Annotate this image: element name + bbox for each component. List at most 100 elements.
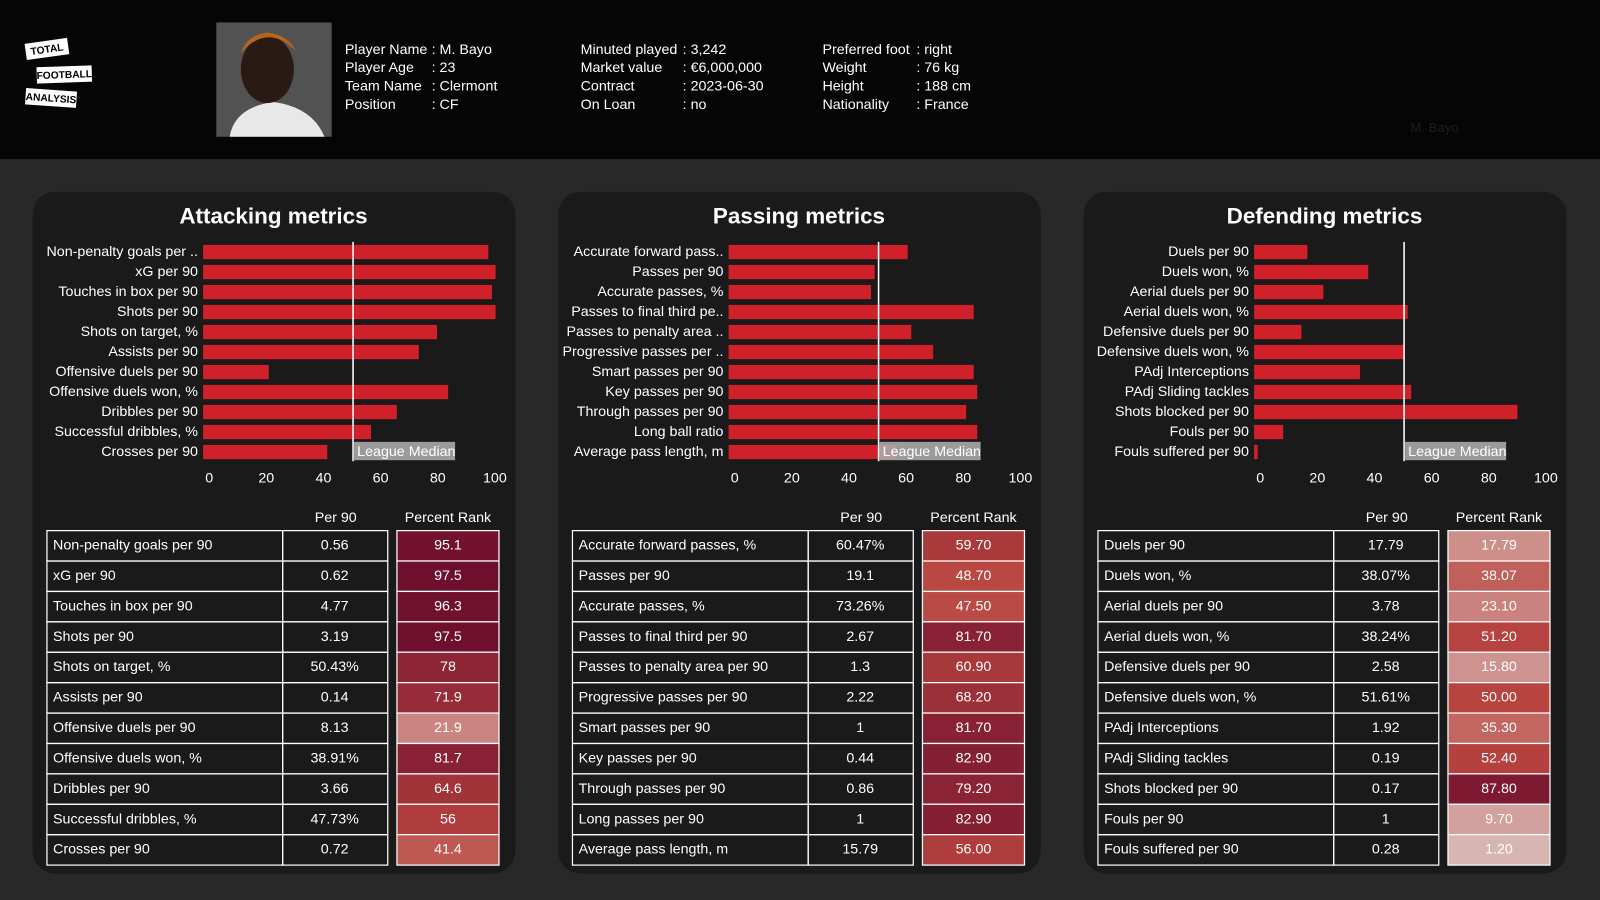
rank-cell (396, 530, 500, 562)
x-tick-label: 100 (483, 470, 507, 486)
median-label: League Median (883, 444, 981, 460)
per90-value: 50.43% (310, 659, 359, 675)
rank-value: 64.6 (434, 781, 462, 797)
category-label: Touches in box per 90 (58, 284, 198, 300)
row-label: Aerial duels per 90 (1104, 598, 1223, 614)
row-label: Passes to penalty area per 90 (579, 659, 769, 675)
rank-cell (1447, 560, 1551, 593)
info-value: : 188 cm (916, 79, 971, 95)
bar (728, 364, 974, 380)
panel-title: Defending metrics (1227, 203, 1423, 228)
bar (728, 264, 875, 280)
rank-value: 56 (440, 811, 456, 827)
info-label: On Loan (581, 97, 636, 113)
category-label: Dribbles per 90 (101, 404, 198, 420)
category-label: Passes to penalty area .. (566, 324, 723, 340)
category-label: Duels won, % (1162, 264, 1250, 280)
info-value: : 23 (432, 60, 456, 76)
per90-value: 0.17 (1372, 781, 1400, 797)
category-label: Accurate forward pass.. (574, 244, 724, 260)
per90-value: 0.62 (321, 568, 349, 584)
rank-cell (1447, 773, 1551, 805)
x-tick-label: 0 (731, 470, 739, 486)
rank-value: 35.30 (1481, 720, 1517, 736)
rank-cell (1447, 651, 1551, 684)
logo-text: ANALYSIS (25, 92, 76, 107)
bar (1254, 364, 1360, 380)
rank-value: 96.3 (434, 598, 462, 614)
row-label: Defensive duels per 90 (1104, 659, 1250, 675)
rank-cell (1447, 590, 1551, 623)
x-tick-label: 60 (1424, 470, 1440, 486)
per90-value: 60.47% (836, 538, 885, 554)
logo-word: FOOTBALL (36, 65, 93, 84)
rank-value: 50.00 (1481, 690, 1517, 706)
rank-value: 81.7 (434, 750, 462, 766)
category-label: Key passes per 90 (605, 384, 723, 400)
watermark: M. Bayo (1410, 120, 1459, 135)
rank-cell (1447, 712, 1551, 745)
rank-value: 81.70 (956, 629, 992, 645)
median-label: League Median (1408, 444, 1506, 460)
category-label: xG per 90 (135, 264, 198, 280)
category-label: Aerial duels per 90 (1130, 284, 1249, 300)
per90-value: 1 (856, 811, 864, 827)
category-label: Shots per 90 (117, 304, 198, 320)
bar (728, 344, 934, 360)
cell (1333, 834, 1440, 866)
bar (728, 444, 897, 460)
info-value: : right (916, 42, 952, 58)
category-label: Successful dribbles, % (54, 424, 198, 440)
category-label: Offensive duels won, % (49, 384, 198, 400)
row-label: Duels per 90 (1104, 538, 1185, 554)
bar (1254, 344, 1405, 360)
row-label: Shots on target, % (53, 659, 171, 675)
x-tick-label: 20 (1309, 470, 1325, 486)
rank-value: 15.80 (1481, 659, 1517, 675)
logo-word: TOTAL (24, 37, 70, 61)
rank-cell (1447, 742, 1551, 775)
row-label: Progressive passes per 90 (579, 690, 748, 706)
rank-cell (921, 742, 1026, 775)
per90-value: 4.77 (321, 598, 349, 614)
row-label: Defensive duels won, % (1104, 690, 1257, 706)
row-label: Passes per 90 (579, 568, 670, 584)
info-label: Height (822, 79, 863, 95)
category-label: Fouls suffered per 90 (1114, 444, 1249, 460)
logo-box (25, 88, 78, 108)
per90-value: 2.67 (846, 629, 874, 645)
bar (728, 384, 978, 400)
info-label: Weight (822, 60, 866, 76)
category-label: Passes to final third pe.. (571, 304, 723, 320)
row-label: xG per 90 (53, 568, 116, 584)
median-label-bg (879, 441, 981, 461)
x-tick-label: 0 (205, 470, 213, 486)
row-label: Aerial duels won, % (1104, 629, 1230, 645)
per90-value: 2.22 (846, 690, 874, 706)
row-label: Shots blocked per 90 (1104, 781, 1238, 797)
rank-value: 52.40 (1481, 750, 1517, 766)
category-label: Accurate passes, % (597, 284, 723, 300)
info-label: Position (345, 97, 396, 113)
per90-value: 0.56 (321, 538, 349, 554)
category-label: Defensive duels won, % (1097, 344, 1250, 360)
row-label: Accurate passes, % (579, 598, 705, 614)
category-label: Assists per 90 (108, 344, 198, 360)
logo-box (36, 65, 93, 84)
bar (1254, 384, 1412, 400)
per90-value: 1 (1382, 811, 1390, 827)
x-tick-label: 100 (1009, 470, 1033, 486)
category-label: Smart passes per 90 (592, 364, 724, 380)
bar (1254, 424, 1284, 440)
bar (203, 284, 492, 300)
bar (203, 404, 397, 420)
rank-cell (921, 803, 1026, 836)
per90-value: 51.61% (1362, 690, 1411, 706)
per90-value: 15.79 (842, 842, 878, 858)
per90-value: 1 (856, 720, 864, 736)
per90-value: 0.28 (1372, 842, 1400, 858)
per90-value: 1.3 (850, 659, 870, 675)
rank-cell (1447, 621, 1551, 653)
logo-word: ANALYSIS (25, 88, 78, 108)
